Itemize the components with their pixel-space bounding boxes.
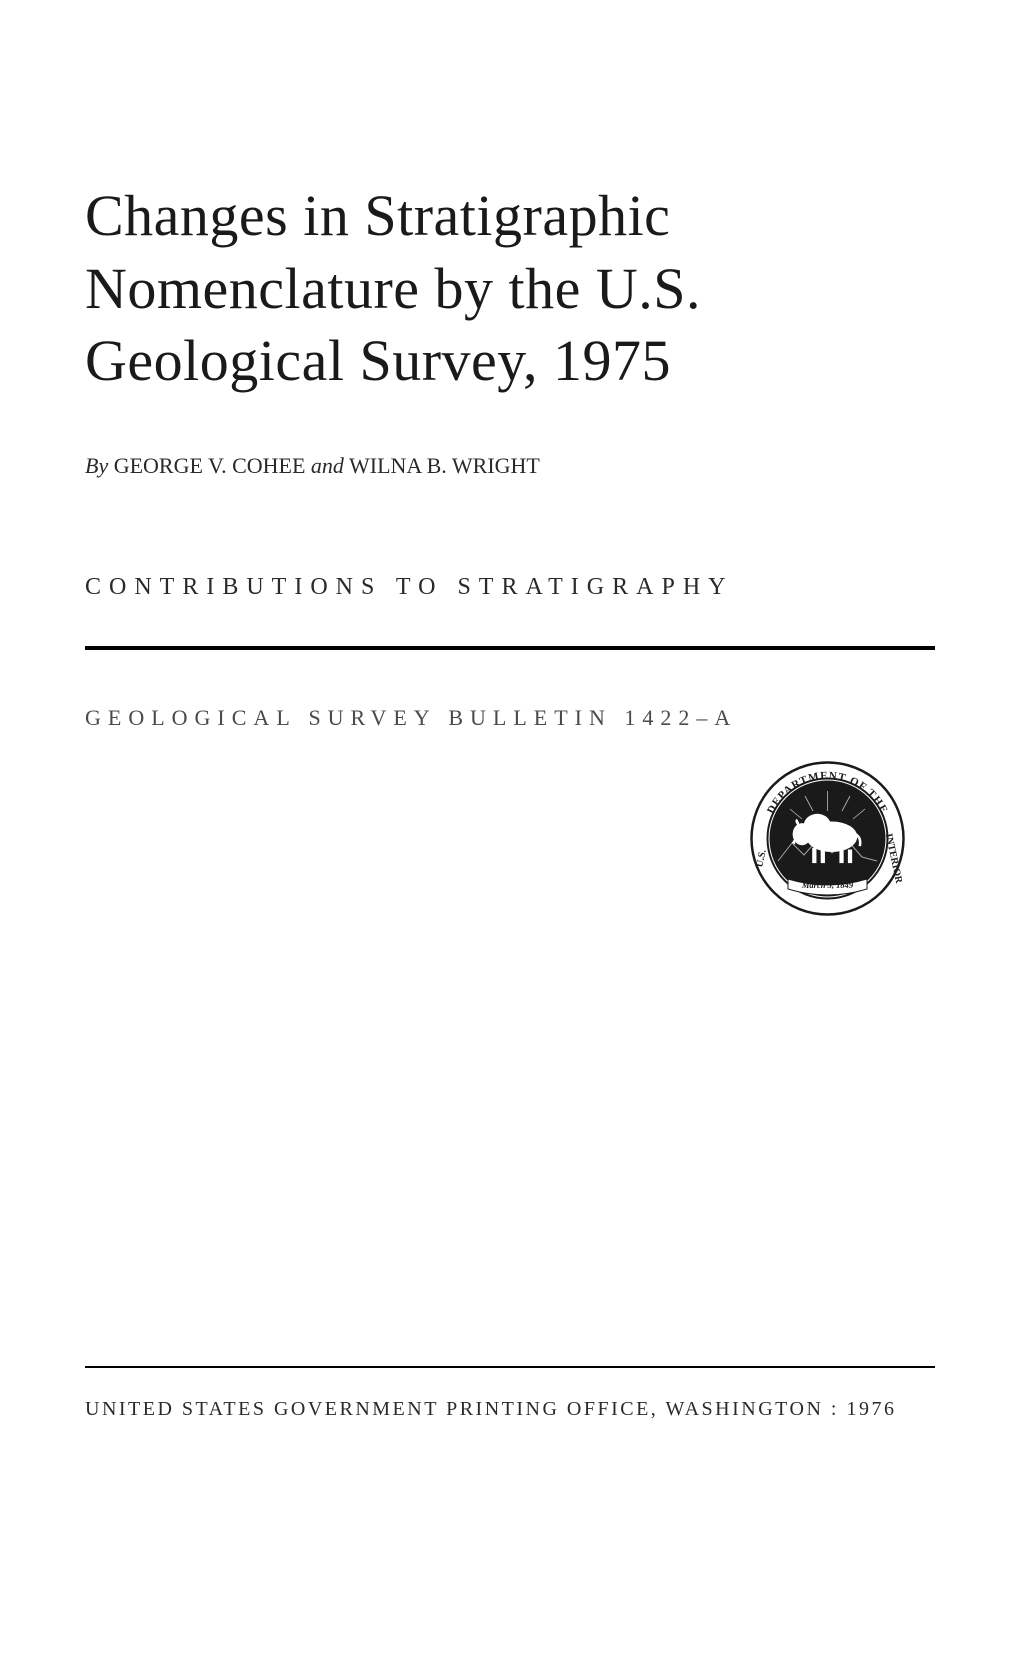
author-2: WILNA B. WRIGHT xyxy=(349,453,540,478)
author-1: GEORGE V. COHEE xyxy=(114,453,306,478)
by-label: By xyxy=(85,453,108,478)
byline: By GEORGE V. COHEE and WILNA B. WRIGHT xyxy=(85,453,935,479)
bulletin-label: GEOLOGICAL SURVEY BULLETIN 1422–A xyxy=(85,705,935,731)
publisher-footer: UNITED STATES GOVERNMENT PRINTING OFFICE… xyxy=(85,1398,935,1421)
svg-text:March 3, 1849: March 3, 1849 xyxy=(801,880,854,890)
series-title: CONTRIBUTIONS TO STRATIGRAPHY xyxy=(85,574,935,601)
department-seal-icon: DEPARTMENT OF THE U.S. INTERIOR xyxy=(750,761,905,916)
divider-thin xyxy=(85,1366,935,1368)
seal-container: DEPARTMENT OF THE U.S. INTERIOR xyxy=(85,761,935,916)
document-page: Changes in Stratigraphic Nomenclature by… xyxy=(0,0,1020,1664)
document-title: Changes in Stratigraphic Nomenclature by… xyxy=(85,180,935,398)
divider-thick xyxy=(85,646,935,650)
svg-text:U.S.: U.S. xyxy=(754,848,769,868)
and-label: and xyxy=(311,453,344,478)
